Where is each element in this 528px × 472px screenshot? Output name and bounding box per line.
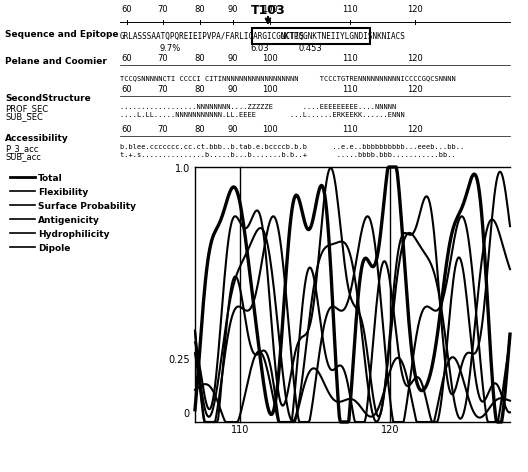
Text: SecondStructure: SecondStructure [5, 94, 91, 103]
Text: 90: 90 [228, 85, 238, 94]
Text: Sequence and Epitope: Sequence and Epitope [5, 30, 118, 39]
Text: 70: 70 [158, 5, 168, 14]
Text: 0.453: 0.453 [298, 44, 322, 53]
Text: Antigenicity: Antigenicity [38, 216, 100, 225]
Text: 70: 70 [158, 125, 168, 134]
Text: 110: 110 [342, 54, 358, 63]
Text: Accessibility: Accessibility [5, 134, 69, 143]
Text: 80: 80 [195, 125, 205, 134]
Text: 60: 60 [121, 85, 133, 94]
Text: 90: 90 [228, 54, 238, 63]
Text: 100: 100 [262, 85, 278, 94]
Text: 60: 60 [121, 125, 133, 134]
Text: Hydrophilicity: Hydrophilicity [38, 230, 109, 239]
Text: NKTPQGNKTNEIIYLGNDISNKNIACS: NKTPQGNKTNEIIYLGNDISNKNIACS [281, 32, 406, 41]
Text: 120: 120 [407, 54, 423, 63]
Text: TCCQSNNNNNCTI CCCCI CITINNNNNNNNNNNNNNNNNN     TCCCTGTRENNNNNNNNNNICCCCGQCSNNNN: TCCQSNNNNNCTI CCCCI CITINNNNNNNNNNNNNNNN… [120, 75, 456, 81]
Text: 80: 80 [195, 85, 205, 94]
Bar [252, 28, 370, 44]
Text: 100: 100 [262, 125, 278, 134]
Text: Flexibility: Flexibility [38, 188, 88, 197]
Text: 6.03: 6.03 [251, 44, 269, 53]
Text: 120: 120 [381, 425, 399, 435]
Text: 0.25: 0.25 [168, 355, 190, 365]
Text: 120: 120 [407, 85, 423, 94]
Text: 110: 110 [231, 425, 249, 435]
FancyArrowPatch shape [266, 17, 270, 23]
Text: 60: 60 [121, 5, 133, 14]
Text: 90: 90 [228, 125, 238, 134]
Text: Surface Probability: Surface Probability [38, 202, 136, 211]
Text: ....L.LL.....NNNNNNNNNNN.LL.EEEE        ...L......ERKEEKK......ENNN: ....L.LL.....NNNNNNNNNNN.LL.EEEE ...L...… [120, 112, 405, 118]
Text: 70: 70 [158, 54, 168, 63]
Text: Pelane and Coomier: Pelane and Coomier [5, 57, 107, 66]
Text: 1.0: 1.0 [175, 164, 190, 174]
Text: 120: 120 [407, 125, 423, 134]
Text: 100: 100 [262, 5, 278, 14]
Text: SUB_SEC: SUB_SEC [5, 112, 43, 121]
Text: 110: 110 [342, 5, 358, 14]
Text: b.blee.ccccccc.cc.ct.bbb..b.tab.e.bccccb.b.b      ..e.e..bbbbbbbbbb...eeeb...bb.: b.blee.ccccccc.cc.ct.bbb..b.tab.e.bccccb… [120, 144, 464, 150]
Text: Dipole: Dipole [38, 244, 70, 253]
Text: t.+.s...............b.....b...b.......b.b..+       .....bbbb.bbb...........bb..: t.+.s...............b.....b...b.......b.… [120, 152, 456, 158]
Text: 60: 60 [121, 54, 133, 63]
Text: 80: 80 [195, 5, 205, 14]
Text: 0: 0 [184, 409, 190, 419]
Text: 120: 120 [407, 5, 423, 14]
Text: 90: 90 [228, 5, 238, 14]
Text: P_3_acc: P_3_acc [5, 144, 39, 153]
Text: 110: 110 [342, 125, 358, 134]
Text: Total: Total [38, 174, 63, 183]
Text: 9.7%: 9.7% [159, 44, 181, 53]
Text: 70: 70 [158, 85, 168, 94]
Text: T103: T103 [251, 4, 285, 17]
Text: ..................NNNNNNNN....ZZZZZE       ....EEEEEEEEE....NNNNN: ..................NNNNNNNN....ZZZZZE ...… [120, 104, 396, 110]
Text: 110: 110 [342, 85, 358, 94]
Text: SUB_acc: SUB_acc [5, 152, 41, 161]
Text: GRLASSSAATQPQREIEIPVPA/FARLICARGICGUCTIS.: GRLASSSAATQPQREIEIPVPA/FARLICARGICGUCTIS… [120, 32, 309, 41]
Text: 80: 80 [195, 54, 205, 63]
Text: PROF_SEC: PROF_SEC [5, 104, 48, 113]
Text: 100: 100 [262, 54, 278, 63]
